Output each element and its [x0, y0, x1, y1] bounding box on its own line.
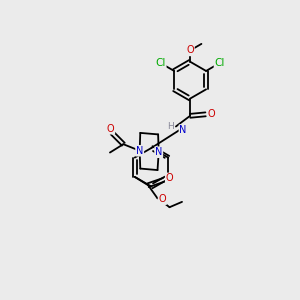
Text: Cl: Cl — [214, 58, 225, 68]
Text: O: O — [186, 45, 194, 56]
Text: N: N — [179, 125, 187, 135]
Text: Cl: Cl — [155, 58, 166, 68]
Text: O: O — [107, 124, 114, 134]
Text: O: O — [208, 109, 215, 119]
Text: N: N — [155, 147, 162, 157]
Text: N: N — [136, 146, 143, 156]
Text: H: H — [168, 122, 174, 131]
Text: O: O — [158, 194, 166, 204]
Text: O: O — [166, 173, 173, 183]
